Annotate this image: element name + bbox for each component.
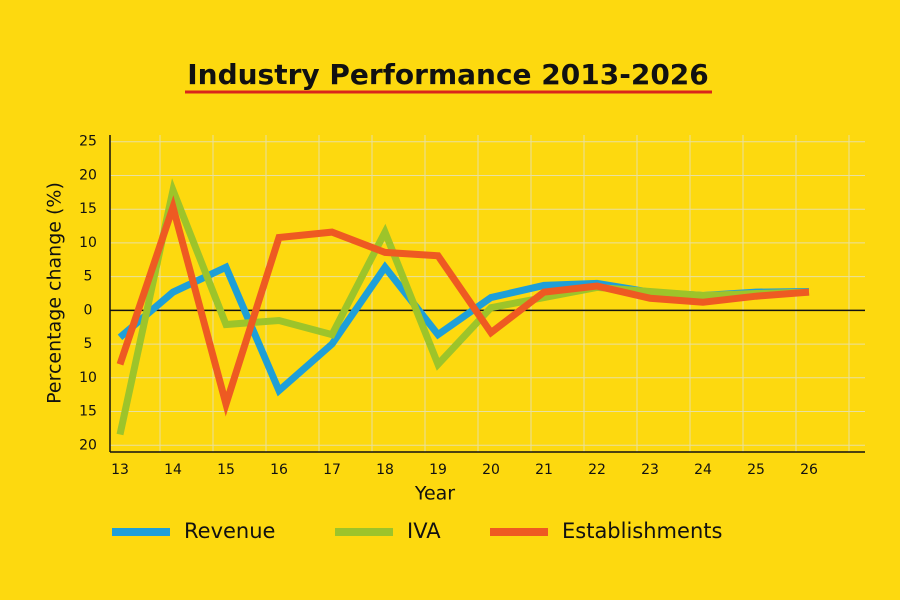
x-tick-label: 24 xyxy=(694,462,712,478)
x-tick-label: 13 xyxy=(111,462,129,478)
series-line xyxy=(116,195,810,417)
chart-title: Industry Performance 2013-2026 xyxy=(187,58,709,91)
y-tick-label: 25 xyxy=(79,134,97,150)
x-tick-label: 21 xyxy=(535,462,553,478)
x-tick-label: 16 xyxy=(270,462,288,478)
y-axis-label: Percentage change (%) xyxy=(44,182,66,404)
legend-label: Establishments xyxy=(562,519,722,543)
series-line xyxy=(116,178,810,436)
y-tick-label: 10 xyxy=(79,370,97,386)
x-tick-label: 17 xyxy=(323,462,341,478)
y-tick-label: 20 xyxy=(79,437,97,453)
x-tick-label: 19 xyxy=(429,462,447,478)
y-tick-label: 5 xyxy=(84,269,93,285)
y-tick-label: 5 xyxy=(84,336,93,352)
x-tick-label: 23 xyxy=(641,462,659,478)
x-tick-label: 15 xyxy=(217,462,235,478)
y-tick-label: 15 xyxy=(79,201,97,217)
x-axis-label: Year xyxy=(414,483,455,505)
x-tick-label: 20 xyxy=(482,462,500,478)
y-tick-label: 0 xyxy=(84,302,93,318)
x-tick-label: 25 xyxy=(747,462,765,478)
x-tick-label: 22 xyxy=(588,462,606,478)
y-tick-label: 10 xyxy=(79,235,97,251)
x-tick-label: 26 xyxy=(800,462,818,478)
y-tick-label: 15 xyxy=(79,404,97,420)
y-tick-label: 20 xyxy=(79,167,97,183)
legend-label: Revenue xyxy=(184,519,275,543)
x-tick-label: 18 xyxy=(376,462,394,478)
x-tick-label: 14 xyxy=(164,462,182,478)
legend-label: IVA xyxy=(407,519,441,543)
